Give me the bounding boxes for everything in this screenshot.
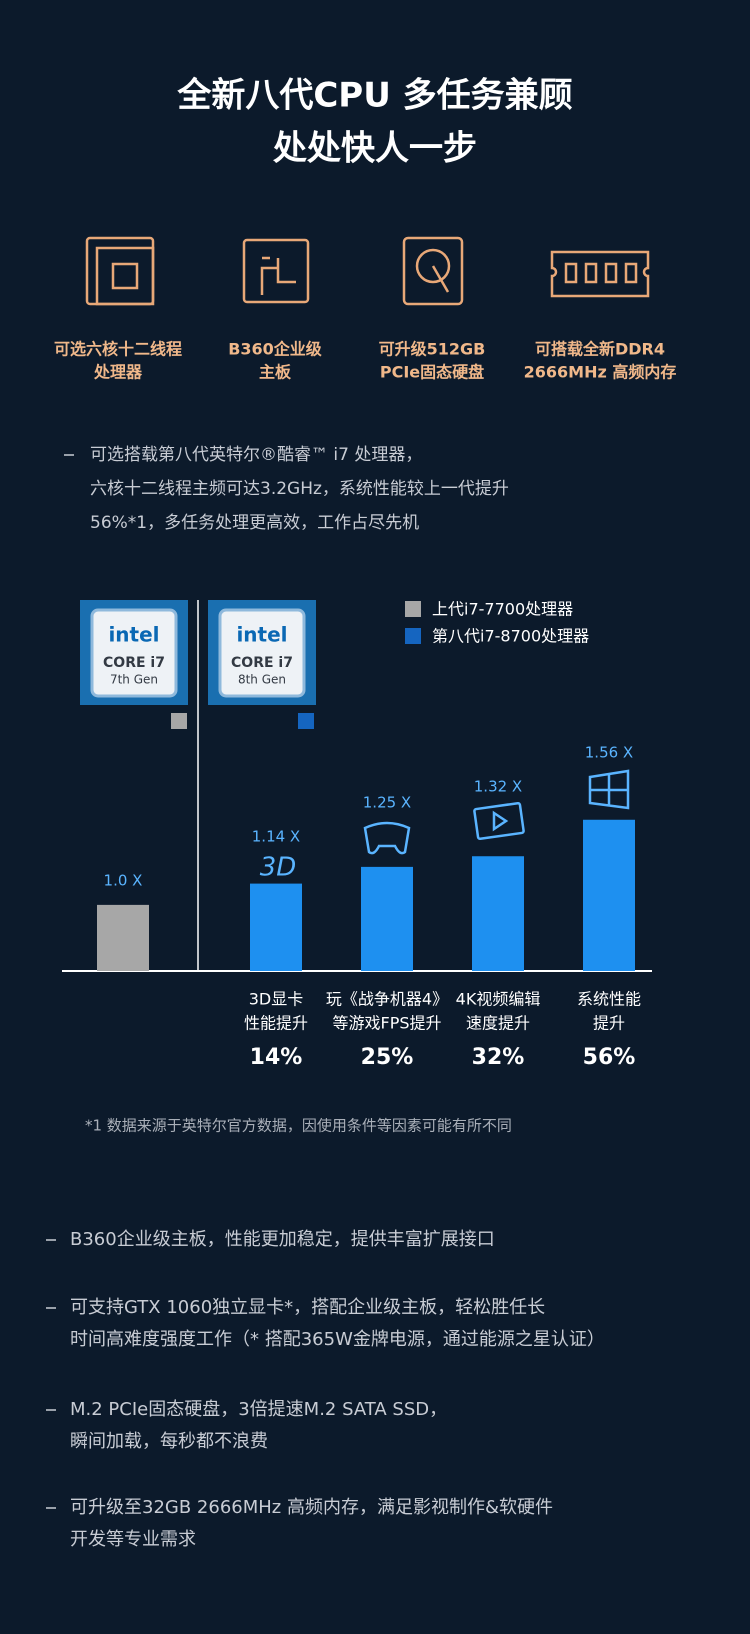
cpu-core bbox=[111, 262, 139, 290]
badge-line1: CORE i7 bbox=[103, 655, 165, 671]
bar bbox=[472, 856, 524, 971]
disk-platter bbox=[415, 248, 451, 284]
gain-label: 14% bbox=[250, 1045, 303, 1070]
legend-label: 第八代i7-8700处理器 bbox=[432, 627, 589, 646]
bullet-line: M.2 PCIe固态硬盘，3倍提速M.2 SATA SSD， bbox=[70, 1399, 447, 1420]
legend-swatch bbox=[405, 601, 421, 617]
bar bbox=[250, 883, 302, 971]
badge-marker bbox=[298, 713, 314, 729]
legend-swatch bbox=[405, 628, 421, 644]
category-label: 玩《战争机器4》 bbox=[326, 990, 448, 1009]
badge-brand: intel bbox=[108, 623, 159, 647]
windows-icon bbox=[588, 769, 630, 810]
footnote: *1 数据来源于英特尔官方数据，因使用条件等因素可能有所不同 bbox=[85, 1117, 512, 1135]
category-label: 等游戏FPS提升 bbox=[332, 1014, 441, 1033]
category-label: 系统性能 bbox=[577, 990, 641, 1009]
gain-label: 25% bbox=[361, 1045, 414, 1070]
bar-value-label: 1.32 X bbox=[474, 778, 522, 796]
intro-line: 56%*1，多任务处理更高效，工作占尽先机 bbox=[90, 513, 419, 533]
video-icon bbox=[473, 801, 525, 841]
play-icon bbox=[492, 810, 509, 832]
badge-line1: CORE i7 bbox=[231, 655, 293, 671]
badge-marker bbox=[171, 713, 187, 729]
disk-icon bbox=[402, 236, 464, 306]
badge-face bbox=[90, 608, 178, 698]
ram-chip bbox=[604, 262, 618, 284]
bar-icons: 3D bbox=[260, 769, 630, 883]
category-label: 速度提升 bbox=[466, 1014, 530, 1033]
feature-label: 可选六核十二线程 bbox=[54, 340, 182, 359]
board-icon bbox=[242, 238, 310, 304]
badge-brand: intel bbox=[236, 623, 287, 647]
gamepad-icon bbox=[363, 821, 411, 855]
bar-value-label: 1.56 X bbox=[585, 744, 633, 762]
board-traces bbox=[260, 256, 296, 295]
ram-chip bbox=[564, 262, 578, 284]
intro-line: 可选搭载第八代英特尔®酷睿™ i7 处理器， bbox=[90, 445, 422, 465]
category-label: 提升 bbox=[593, 1014, 625, 1033]
bar-value-label: 1.14 X bbox=[252, 828, 300, 846]
ram-icon bbox=[550, 250, 650, 298]
bar-value-label: 1.25 X bbox=[363, 794, 411, 812]
badge-line2: 7th Gen bbox=[110, 673, 158, 687]
badge-line2: 8th Gen bbox=[238, 673, 286, 687]
icon-3d: 3D bbox=[260, 853, 297, 883]
legend-label: 上代i7-7700处理器 bbox=[432, 600, 573, 619]
feature-label: PCIe固态硬盘 bbox=[380, 363, 484, 382]
feature-label: 主板 bbox=[259, 363, 292, 382]
bullet-line: 可支持GTX 1060独立显卡*，搭配企业级主板，轻松胜任长 bbox=[70, 1297, 545, 1318]
feature-label: 处理器 bbox=[93, 363, 143, 382]
ram-chip bbox=[624, 262, 638, 284]
gain-label: 32% bbox=[472, 1045, 525, 1070]
feature-label: 2666MHz 高频内存 bbox=[524, 363, 677, 382]
title: 全新八代CPU 多任务兼顾 bbox=[176, 76, 572, 116]
disk-arm bbox=[431, 265, 450, 293]
bullet-line: B360企业级主板，性能更加稳定，提供丰富扩展接口 bbox=[70, 1229, 495, 1250]
feature-label: 可搭载全新DDR4 bbox=[535, 340, 665, 359]
category-label: 性能提升 bbox=[244, 1014, 308, 1033]
bullet-line: 开发等专业需求 bbox=[70, 1529, 196, 1550]
badge-face bbox=[218, 608, 306, 698]
cpu-icon-inner bbox=[95, 246, 155, 306]
bar bbox=[97, 904, 149, 971]
bullet-line: 可升级至32GB 2666MHz 高频内存，满足影视制作&软硬件 bbox=[70, 1497, 553, 1518]
feature-label: 可升级512GB bbox=[379, 340, 486, 359]
gain-label: 56% bbox=[583, 1045, 636, 1070]
bar bbox=[583, 819, 635, 971]
bar-value-label: 1.0 X bbox=[104, 871, 143, 889]
bar bbox=[361, 866, 413, 971]
ram-chip bbox=[584, 262, 598, 284]
title: 处处快人一步 bbox=[272, 129, 477, 169]
intro-line: 六核十二线程主频可达3.2GHz，系统性能较上一代提升 bbox=[90, 479, 509, 499]
category-label: 4K视频编辑 bbox=[456, 990, 541, 1009]
feature-icons bbox=[85, 236, 650, 306]
category-label: 3D显卡 bbox=[249, 990, 304, 1009]
bullet-line: 时间高难度强度工作（* 搭配365W金牌电源，通过能源之星认证） bbox=[70, 1329, 605, 1350]
bullet-line: 瞬间加载，每秒都不浪费 bbox=[70, 1431, 268, 1452]
feature-label: B360企业级 bbox=[228, 340, 323, 359]
